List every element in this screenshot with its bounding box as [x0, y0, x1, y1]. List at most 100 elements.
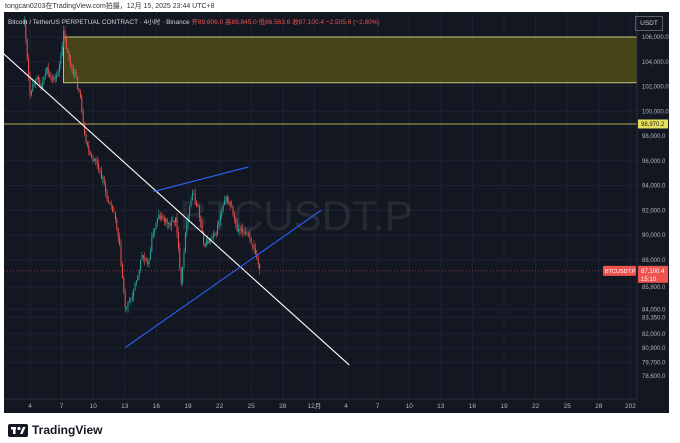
y-tick-label: 100,000.0 [642, 109, 669, 115]
candle-body [205, 240, 207, 246]
x-tick-label: 22 [532, 403, 540, 410]
candle-body [182, 266, 184, 284]
y-tick-label: 78,600.0 [642, 374, 666, 380]
candle-body [25, 19, 27, 39]
y-tick-label: 90,000.0 [642, 233, 666, 239]
candle-body [86, 142, 88, 146]
x-tick-label: 16 [469, 403, 477, 410]
candle-body [215, 233, 217, 235]
candle-body [212, 234, 214, 238]
x-tick-label: 22 [216, 403, 224, 410]
candle-body [196, 201, 198, 207]
candle-body [106, 191, 108, 201]
candle-body [257, 257, 259, 264]
y-tick-label: 96,000.0 [642, 159, 666, 165]
candle-body [156, 219, 158, 223]
candle-body [141, 255, 143, 260]
candle-body [121, 265, 123, 279]
candle-body [75, 72, 77, 78]
candle-body [252, 244, 254, 245]
candle-body [243, 231, 245, 233]
candle-body [140, 259, 142, 270]
candle-body [253, 244, 255, 249]
currency-button[interactable]: USDT [635, 16, 663, 31]
candle-body [161, 216, 163, 219]
candle-body [222, 204, 224, 211]
candle-body [50, 76, 52, 80]
x-tick-label: 13 [437, 403, 445, 410]
candle-body [247, 232, 249, 234]
candle-body [211, 237, 213, 239]
candle-body [166, 218, 168, 224]
y-tick-label: 106,000.0 [642, 35, 669, 41]
annotations [4, 36, 638, 125]
x-tick-label: 19 [500, 403, 508, 410]
candle-body [70, 60, 72, 66]
candle-body [138, 269, 140, 276]
candle-body [92, 157, 94, 162]
candle-body [116, 219, 118, 229]
x-tick-label: 10 [406, 403, 414, 410]
candle-body [37, 77, 39, 81]
candle-body [224, 200, 226, 205]
price-tag-countdown: 15:10 [641, 277, 657, 283]
candle-body [204, 243, 206, 246]
candle-body [74, 72, 76, 75]
candle-body [134, 283, 136, 290]
y-tick-label: 92,000.0 [642, 208, 666, 214]
candle-body [71, 65, 73, 69]
candle-body [240, 228, 242, 231]
candle-body [245, 232, 247, 234]
candle-body [114, 212, 116, 220]
candle-body [184, 232, 186, 253]
candle-body [68, 53, 70, 61]
candle-body [30, 91, 32, 96]
candle-body [152, 233, 154, 238]
candle-body [149, 251, 151, 260]
candle-body [214, 233, 216, 235]
candle-body [126, 307, 128, 309]
candle-body [128, 299, 130, 302]
candle-body [130, 299, 132, 301]
y-tick-label: 80,900.0 [642, 346, 666, 352]
y-tick-label: 102,000.0 [642, 85, 669, 91]
candle-body [198, 206, 200, 218]
candle-body [172, 220, 174, 222]
candle-body [26, 38, 28, 59]
price-tag-value: 87,100.4 [641, 269, 665, 275]
x-tick-label: 10 [90, 403, 98, 410]
y-tick-label: 84,000.0 [642, 307, 666, 313]
candle-body [226, 196, 228, 203]
candle-body [67, 48, 69, 54]
candle-body [148, 259, 150, 265]
candle-body [191, 193, 193, 201]
chart-panel[interactable]: BTCUSDT.P 106,000.0 104,000.0 102,000.0 100… [4, 12, 669, 413]
time-axis: 4 7 10 13 16 19 22 25 28 12月 4 7 10 13 16 19 22 25 28 202 [4, 398, 637, 410]
price-chart[interactable]: BTCUSDT.P 106,000.0 104,000.0 102,000.0 100… [4, 12, 669, 413]
resistance-tag [638, 119, 668, 129]
x-tick-label: 25 [248, 403, 256, 410]
supply-zone [63, 36, 638, 84]
candle-body [84, 122, 86, 135]
candle-body [170, 221, 172, 227]
candle-body [236, 223, 238, 232]
grid [4, 12, 637, 399]
candle-body [60, 55, 62, 65]
candle-body [61, 45, 63, 56]
descending-trendline [4, 53, 350, 366]
candle-body [46, 66, 48, 74]
candle-body [239, 228, 241, 231]
candle-body [112, 205, 114, 212]
candle-body [163, 218, 165, 222]
candle-body [233, 214, 235, 219]
candle-body [82, 111, 84, 123]
candle-body [57, 72, 59, 76]
candle-body [120, 244, 122, 266]
candle-body [96, 160, 98, 165]
candle-body [99, 169, 101, 171]
candle-body [137, 275, 139, 281]
candle-body [91, 155, 93, 158]
candle-body [219, 215, 221, 222]
y-tick-label: 98,000.0 [642, 134, 666, 140]
candle-body [162, 216, 164, 219]
